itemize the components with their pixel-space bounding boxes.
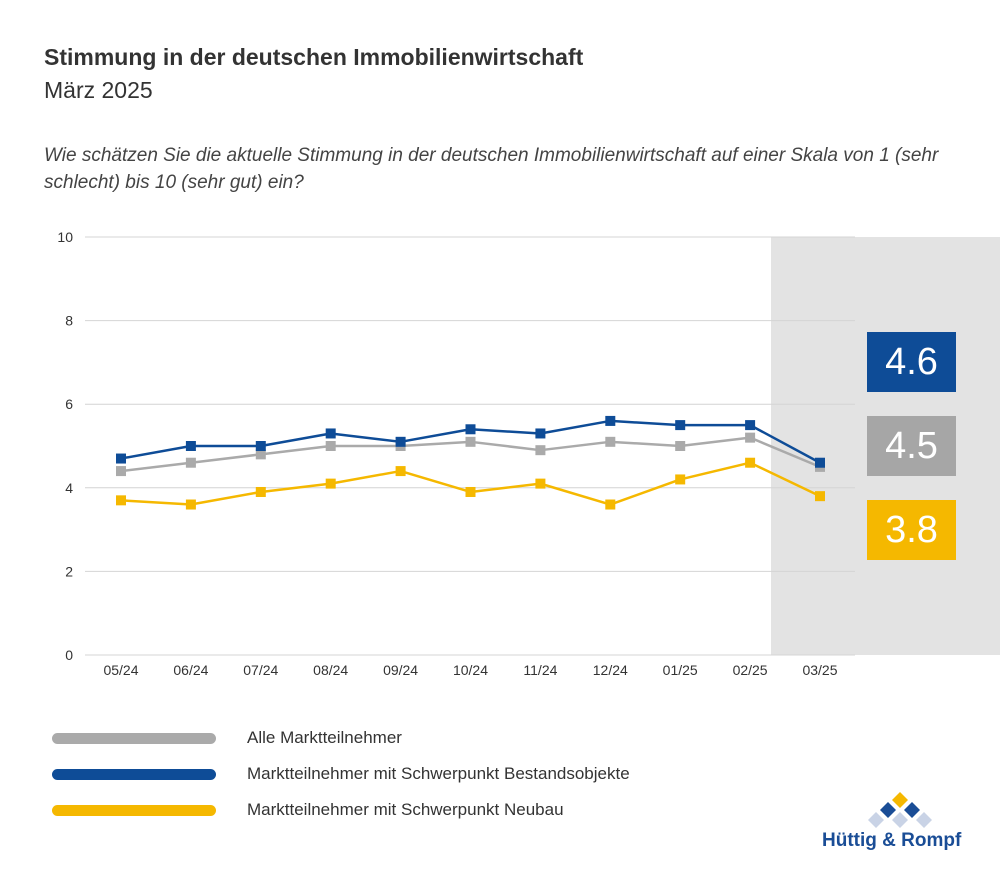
data-point	[255, 449, 266, 460]
data-point	[535, 478, 546, 489]
company-logo: Hüttig & Rompf	[822, 790, 974, 852]
data-point	[675, 474, 686, 485]
data-point	[185, 457, 196, 468]
x-tick-label: 12/24	[593, 662, 628, 678]
x-tick-label: 07/24	[243, 662, 278, 678]
x-tick-label: 06/24	[173, 662, 208, 678]
data-point	[605, 415, 616, 426]
y-tick-label: 10	[57, 229, 73, 245]
y-tick-label: 2	[65, 563, 73, 579]
data-point	[535, 445, 546, 456]
legend-item-neubau: Marktteilnehmer mit Schwerpunkt Neubau	[52, 796, 752, 826]
data-point	[745, 432, 756, 443]
data-point	[605, 436, 616, 447]
chart-title: Stimmung in der deutschen Immobilienwirt…	[44, 44, 584, 70]
data-point	[395, 466, 406, 477]
data-point	[255, 486, 266, 497]
data-point	[465, 436, 476, 447]
x-tick-label: 02/25	[733, 662, 768, 678]
data-point	[535, 428, 546, 439]
chart-subtitle: März 2025	[44, 77, 153, 103]
logo-diamonds-icon	[868, 792, 932, 828]
legend-swatch	[52, 733, 216, 744]
data-point	[116, 495, 126, 506]
data-point	[745, 420, 756, 431]
y-tick-label: 6	[65, 396, 73, 412]
logo-text: Hüttig & Rompf	[822, 830, 962, 851]
data-point	[605, 499, 616, 510]
data-point	[465, 424, 476, 435]
x-tick-label: 09/24	[383, 662, 418, 678]
legend-label: Alle Marktteilnehmer	[247, 728, 402, 747]
data-point	[815, 457, 825, 468]
legend-label: Marktteilnehmer mit Schwerpunkt Neubau	[247, 800, 564, 819]
y-tick-label: 8	[65, 313, 73, 329]
y-tick-label: 4	[65, 480, 73, 496]
legend-item-alle: Alle Marktteilnehmer	[52, 724, 752, 754]
data-point	[325, 478, 336, 489]
y-tick-label: 0	[65, 647, 73, 663]
data-point	[185, 499, 196, 510]
data-point	[325, 428, 336, 439]
data-point	[675, 441, 686, 451]
x-tick-label: 11/24	[523, 662, 557, 678]
series-line	[120, 461, 821, 506]
data-point	[325, 441, 336, 451]
survey-question: Wie schätzen Sie die aktuelle Stimmung i…	[44, 145, 939, 193]
legend-swatch	[52, 769, 216, 780]
line-chart: 0 2 4 6 8 10 05/24 06/24 07/24 08/24 09/24 10/24 11/…	[57, 229, 1000, 678]
legend-label: Marktteilnehmer mit Schwerpunkt Bestands…	[247, 764, 630, 783]
legend-swatch	[52, 805, 216, 816]
data-point	[116, 466, 126, 477]
data-point	[116, 453, 126, 464]
value-box-alle: 4.5	[867, 416, 956, 476]
legend-item-bestand: Marktteilnehmer mit Schwerpunkt Bestands…	[52, 760, 752, 790]
x-tick-label: 01/25	[663, 662, 698, 678]
value-box-bestand: 4.6	[867, 332, 956, 392]
data-point	[745, 457, 756, 468]
x-tick-label: 05/24	[103, 662, 138, 678]
data-point	[185, 441, 196, 451]
data-point	[675, 420, 686, 431]
data-point	[255, 441, 266, 451]
data-point	[815, 491, 825, 502]
x-tick-label: 08/24	[313, 662, 348, 678]
data-point	[395, 436, 406, 447]
x-tick-label: 03/25	[802, 662, 837, 678]
x-tick-label: 10/24	[453, 662, 488, 678]
value-box-neubau: 3.8	[867, 500, 956, 560]
data-point	[465, 486, 476, 497]
